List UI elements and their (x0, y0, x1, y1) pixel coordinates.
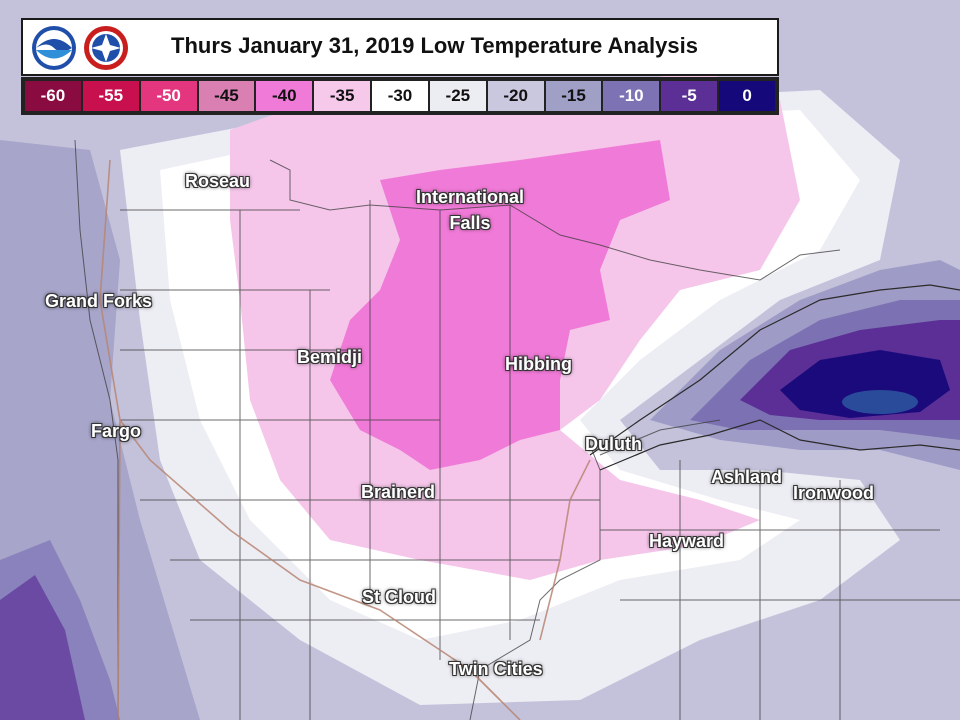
highways (99, 159, 591, 720)
city-label-bemidji: Bemidji (297, 347, 363, 367)
legend-cell: -5 (661, 81, 718, 111)
lake-superior-shoreline (589, 284, 960, 456)
city-label-hayward: Hayward (649, 531, 725, 551)
boundaries (74, 139, 960, 720)
legend-cell: 0 (719, 81, 775, 111)
title-panel: Thurs January 31, 2019 Low Temperature A… (21, 18, 779, 76)
legend-cell: -35 (314, 81, 371, 111)
city-label-ashland: Ashland (711, 467, 783, 487)
temperature-legend: -60 -55 -50 -45 -40 -35 -30 -25 -20 -15 -10 -5 0 (21, 77, 779, 115)
legend-cell: -40 (256, 81, 313, 111)
legend-cell: -15 (545, 81, 602, 111)
map-title: Thurs January 31, 2019 Low Temperature A… (171, 33, 698, 58)
nws-logo (84, 26, 128, 70)
legend-cell: -60 (25, 81, 81, 111)
city-label-grand-forks: Grand Forks (45, 291, 153, 311)
lake-superior-south-shore (599, 419, 960, 471)
lake-superior-warm-spot (842, 390, 918, 414)
city-label-fargo: Fargo (91, 421, 142, 441)
city-label-duluth: Duluth (585, 434, 642, 454)
legend-cell: -25 (429, 81, 486, 111)
city-label-hibbing: Hibbing (505, 354, 572, 374)
legend-cell: -30 (372, 81, 428, 111)
city-label-twin-cities: Twin Cities (449, 659, 543, 679)
legend-cell: -10 (603, 81, 660, 111)
legend-cell: -45 (198, 81, 255, 111)
city-label-ironwood: Ironwood (793, 483, 874, 503)
legend-cell: -55 (82, 81, 139, 111)
city-label-brainerd: Brainerd (361, 482, 436, 502)
legend-cell: -20 (487, 81, 544, 111)
band-minus40 (330, 140, 670, 470)
city-label-international-falls: International Falls (416, 184, 524, 236)
city-label-international-falls-line1: International (416, 187, 525, 207)
city-label-international-falls-line2: Falls (449, 213, 491, 233)
noaa-logo (32, 26, 76, 70)
city-label-st-cloud: St Cloud (362, 587, 436, 607)
band-minus5-southwest (0, 575, 85, 720)
city-label-roseau: Roseau (185, 171, 251, 191)
legend-cell: -50 (140, 81, 197, 111)
